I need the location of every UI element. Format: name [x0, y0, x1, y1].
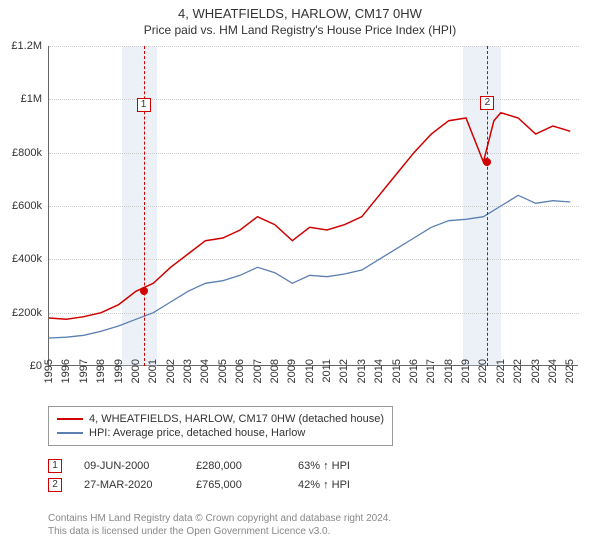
- title-subtitle: Price paid vs. HM Land Registry's House …: [0, 23, 600, 37]
- x-tick-label: 2010: [304, 359, 316, 383]
- sale-row-1: 1 09-JUN-2000 £280,000 63% ↑ HPI: [48, 459, 398, 473]
- x-tick-label: 2025: [564, 359, 576, 383]
- y-tick-label: £400k: [12, 253, 42, 265]
- x-tick-label: 2008: [269, 359, 281, 383]
- sale-date-1: 09-JUN-2000: [84, 460, 174, 472]
- x-tick-label: 2000: [130, 359, 142, 383]
- x-tick-label: 1998: [95, 359, 107, 383]
- x-tick-label: 2006: [234, 359, 246, 383]
- x-tick-label: 2001: [147, 359, 159, 383]
- title-address: 4, WHEATFIELDS, HARLOW, CM17 0HW: [0, 6, 600, 21]
- footer: Contains HM Land Registry data © Crown c…: [48, 512, 391, 538]
- x-tick-label: 2023: [530, 359, 542, 383]
- x-tick-label: 2013: [356, 359, 368, 383]
- marker-dot-1: [140, 287, 148, 295]
- sale-date-2: 27-MAR-2020: [84, 479, 174, 491]
- legend-label-hpi: HPI: Average price, detached house, Harl…: [89, 427, 305, 439]
- x-tick-label: 1999: [113, 359, 125, 383]
- y-tick-label: £200k: [12, 307, 42, 319]
- sale-marker-1: 1: [48, 459, 62, 473]
- x-tick-label: 2004: [199, 359, 211, 383]
- sale-marker-2: 2: [48, 478, 62, 492]
- x-tick-label: 2017: [425, 359, 437, 383]
- sale-price-2: £765,000: [196, 479, 276, 491]
- legend-label-property: 4, WHEATFIELDS, HARLOW, CM17 0HW (detach…: [89, 413, 384, 425]
- y-tick-label: £1.2M: [11, 40, 42, 52]
- legend-row-hpi: HPI: Average price, detached house, Harl…: [57, 427, 384, 439]
- x-tick-label: 1996: [60, 359, 72, 383]
- x-tick-label: 2014: [373, 359, 385, 383]
- sale-pct-2: 42% ↑ HPI: [298, 479, 398, 491]
- legend-swatch-property: [57, 418, 83, 420]
- chart-container: 4, WHEATFIELDS, HARLOW, CM17 0HW Price p…: [0, 0, 600, 560]
- sale-pct-1: 63% ↑ HPI: [298, 460, 398, 472]
- x-tick-label: 2016: [408, 359, 420, 383]
- sales-table: 1 09-JUN-2000 £280,000 63% ↑ HPI 2 27-MA…: [48, 454, 398, 497]
- sale-row-2: 2 27-MAR-2020 £765,000 42% ↑ HPI: [48, 478, 398, 492]
- x-tick-label: 2011: [321, 359, 333, 383]
- x-tick-label: 2024: [547, 359, 559, 383]
- x-tick-label: 2012: [338, 359, 350, 383]
- legend: 4, WHEATFIELDS, HARLOW, CM17 0HW (detach…: [48, 406, 393, 446]
- legend-swatch-hpi: [57, 432, 83, 434]
- x-tick-label: 2002: [165, 359, 177, 383]
- footer-line-2: This data is licensed under the Open Gov…: [48, 525, 391, 538]
- marker-box-1: 1: [137, 98, 151, 112]
- marker-box-2: 2: [480, 96, 494, 110]
- titles: 4, WHEATFIELDS, HARLOW, CM17 0HW Price p…: [0, 0, 600, 37]
- plot-region: 12 1995199619971998199920002001200220032…: [48, 46, 578, 366]
- x-tick-label: 2018: [443, 359, 455, 383]
- legend-row-property: 4, WHEATFIELDS, HARLOW, CM17 0HW (detach…: [57, 413, 384, 425]
- x-tick-label: 1997: [78, 359, 90, 383]
- footer-line-1: Contains HM Land Registry data © Crown c…: [48, 512, 391, 525]
- x-tick-label: 2003: [182, 359, 194, 383]
- x-tick-label: 2020: [477, 359, 489, 383]
- x-tick-label: 2019: [460, 359, 472, 383]
- series-hpi: [49, 195, 570, 338]
- x-tick-label: 2009: [286, 359, 298, 383]
- x-tick-label: 2007: [252, 359, 264, 383]
- x-tick-label: 2005: [217, 359, 229, 383]
- series-property: [49, 113, 570, 320]
- sale-price-1: £280,000: [196, 460, 276, 472]
- y-tick-label: £0: [30, 360, 42, 372]
- x-tick-label: 2021: [495, 359, 507, 383]
- x-tick-label: 2022: [512, 359, 524, 383]
- x-tick-label: 2015: [391, 359, 403, 383]
- y-tick-label: £600k: [12, 200, 42, 212]
- marker-dot-2: [483, 158, 491, 166]
- y-tick-label: £800k: [12, 147, 42, 159]
- line-series-svg: [49, 46, 579, 366]
- chart-area: 12 1995199619971998199920002001200220032…: [48, 46, 578, 366]
- y-tick-label: £1M: [21, 93, 42, 105]
- x-tick-label: 1995: [43, 359, 55, 383]
